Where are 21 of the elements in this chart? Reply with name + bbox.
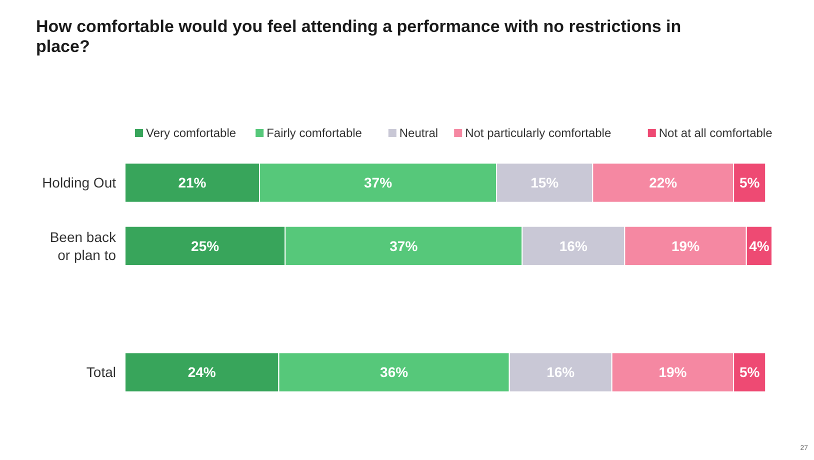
legend-label: Not particularly comfortable (465, 126, 612, 140)
data-label: 25% (191, 238, 220, 254)
data-label: 19% (672, 238, 700, 254)
chart-title: How comfortable would you feel attending a performance with no restrictions in place? (36, 17, 682, 56)
data-label: 4% (749, 238, 770, 254)
data-label: 36% (380, 364, 409, 380)
y-tick-label: Been back or plan to (50, 228, 117, 263)
legend-label: Fairly comfortable (266, 126, 362, 140)
data-label: 5% (739, 364, 760, 380)
data-label: 37% (390, 238, 418, 254)
data-label: 22% (649, 174, 678, 191)
data-label: 24% (188, 364, 216, 380)
legend-label: Not at all comfortable (658, 126, 773, 140)
y-tick-label: Total (86, 364, 116, 380)
data-label: 37% (364, 174, 393, 191)
data-label: 21% (178, 174, 207, 191)
y-tick-label: Holding Out (42, 174, 116, 191)
data-label: 5% (739, 174, 760, 191)
legend-label: Neutral (399, 126, 438, 140)
legend-label: Very comfortable (146, 126, 236, 140)
data-label: 19% (658, 364, 688, 380)
